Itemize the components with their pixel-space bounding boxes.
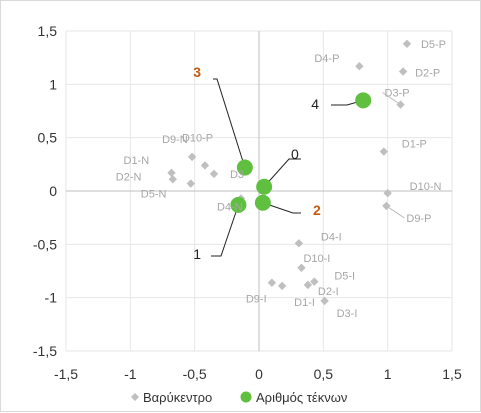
centroid-label: D2-N	[116, 171, 142, 183]
centroid-label: D10-P	[182, 132, 213, 144]
centroid-point	[187, 179, 195, 187]
centroid-label: D4-I	[321, 231, 342, 243]
centroid-label: D5-I	[334, 271, 355, 283]
x-tick-label: -1,5	[54, 366, 78, 382]
centroid-point	[355, 62, 363, 70]
children-point	[255, 195, 271, 211]
centroid-label: D10-N	[410, 181, 442, 193]
children-leader-line	[213, 79, 245, 168]
children-label: 4	[311, 96, 319, 112]
y-tick-label: -0,5	[33, 236, 57, 252]
centroid-label: D10-I	[303, 253, 330, 265]
children-point	[355, 92, 371, 108]
centroid-label: D4-P	[314, 53, 339, 65]
y-tick-label: -1	[45, 290, 58, 306]
centroid-label: D2-P	[415, 68, 440, 80]
y-tick-label: -1,5	[33, 343, 57, 359]
centroid-point	[380, 147, 388, 155]
children-label: 0	[291, 146, 299, 162]
y-tick-label: 1,5	[38, 23, 58, 39]
legend-circle-swatch	[241, 392, 252, 403]
centroid-point	[268, 279, 276, 287]
y-tick-label: 0,5	[38, 130, 58, 146]
centroid-label: D5-P	[421, 39, 446, 51]
x-tick-label: 0	[255, 366, 263, 382]
x-tick-label: 1	[384, 366, 392, 382]
centroid-point	[403, 40, 411, 48]
centroid-label: D9-I	[246, 294, 267, 306]
x-tick-label: 1,5	[442, 366, 462, 382]
centroid-label: D1-I	[294, 297, 315, 309]
centroid-point	[295, 239, 303, 247]
centroid-label: D1-N	[124, 155, 150, 167]
centroid-label: D4-N	[217, 201, 243, 213]
x-tick-label: -0,5	[183, 366, 207, 382]
centroid-point	[167, 169, 175, 177]
children-label: 2	[313, 202, 321, 218]
x-tick-label: -1	[124, 366, 137, 382]
centroid-leader-line	[386, 206, 404, 218]
legend-label: Αριθμός τέκνων	[256, 390, 347, 405]
centroid-point	[278, 282, 286, 290]
x-tick-label: 0,5	[314, 366, 334, 382]
centroid-label: D9-P	[406, 213, 431, 225]
centroid-point	[169, 175, 177, 183]
centroid-label: D3-P	[385, 88, 410, 100]
centroid-point	[382, 202, 390, 210]
centroid-point	[383, 189, 391, 197]
centroid-label: D3-I	[337, 308, 358, 320]
centroid-label: D1-P	[402, 139, 427, 151]
centroid-point	[399, 67, 407, 75]
centroid-point	[297, 264, 305, 272]
centroid-point	[396, 100, 404, 108]
children-label: 3	[193, 64, 201, 80]
centroid-point	[210, 170, 218, 178]
centroid-label: D3	[230, 169, 244, 181]
centroid-label: D2-I	[318, 286, 339, 298]
legend-label: Βαρύκεντρο	[143, 390, 212, 405]
y-tick-label: 1	[49, 76, 57, 92]
y-tick-label: 0	[49, 183, 57, 199]
children-point	[256, 179, 272, 195]
centroid-point	[201, 161, 209, 169]
children-label: 1	[193, 246, 201, 262]
legend-diamond-swatch	[131, 393, 139, 401]
centroid-label: D5-N	[141, 189, 167, 201]
